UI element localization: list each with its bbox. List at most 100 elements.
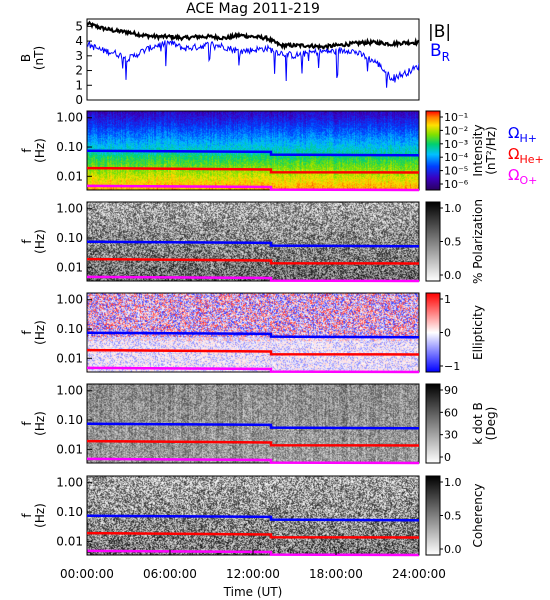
colorbar-tick-label: 0 [444,327,451,340]
colorbar-tick-label: 1.0 [444,202,462,215]
k-dot-b-panel: 1.00 0.10 0.01 f (Hz) 90 60 30 0 k dot B (Deg) [20,383,498,465]
he-plus-gyro-line [86,348,420,356]
colorbar [425,383,441,464]
y-axis-unit: (Hz) [33,229,47,254]
y-tick-label: 0.01 [56,260,83,274]
coherency-panel: 1.00 0.10 0.01 f (Hz) 1.0 0.5 0.0 Coherency [20,475,485,557]
y-axis-label: B [19,54,33,62]
legend-h-plus: ΩH+ [508,124,537,145]
o-plus-gyro-line [86,184,420,192]
colorbar [425,201,441,282]
x-axis-ticks: 00:00:00 06:00:00 12:00:00 18:00:00 24:00:00 [60,550,446,581]
colorbar-label: % Polarization [471,199,485,284]
x-axis-label: Time (UT) [223,585,283,599]
colorbar-label: Coherency [471,483,485,547]
y-tick-label: 0.01 [56,169,83,183]
y-axis-unit: (Hz) [33,503,47,528]
colorbar-label: Intensity [471,124,485,176]
y-tick-label: 0.10 [56,322,83,336]
colorbar-label: k dot B [471,402,485,444]
colorbar-tick-label: 30 [444,429,458,442]
colorbar [425,475,441,556]
y-tick-label: 1.00 [56,384,83,398]
y-tick-label: 1.00 [56,111,83,125]
x-tick-label: 24:00:00 [392,567,446,581]
he-plus-gyro-line [86,531,420,539]
colorbar-tick-label: 1 [444,293,451,306]
y-tick-label: 0 [75,93,83,107]
legend-o-plus: ΩO+ [508,166,537,187]
legend-btotal: |B| [428,22,451,42]
series-btotal-line [87,20,419,51]
colorbar-unit: (nT²/Hz) [484,126,498,174]
colorbar-tick-label: 0.5 [444,236,462,249]
colorbar-unit: (Deg) [484,407,498,441]
y-axis-label: f [20,513,34,518]
y-axis-label: f [20,421,34,426]
y-tick-label: 1.00 [56,202,83,216]
ellipticity-panel: 1.00 0.10 0.01 f (Hz) 1 0 −1 Ellipticity [20,292,485,374]
legend-br: BR [430,41,450,64]
y-tick-label: 0.10 [56,505,83,519]
x-tick-label: 06:00:00 [143,567,197,581]
chart-title: ACE Mag 2011-219 [186,1,320,17]
y-tick-label: 0.01 [56,351,83,365]
o-plus-gyro-line [86,549,420,557]
colorbar-label: Ellipticity [471,305,485,360]
y-axis-label: f [20,330,34,335]
colorbar-tick-label: 10⁻² [444,124,468,137]
y-axis-unit: (Hz) [33,138,47,163]
y-tick-label: 0.10 [56,140,83,154]
y-tick-label: 4 [75,34,83,48]
colorbar [425,110,441,191]
plot-frame [86,292,420,373]
colorbar-tick-label: 10⁻³ [444,138,468,151]
colorbar-tick-label: 0 [444,451,451,464]
y-tick-label: 1 [75,78,83,92]
colorbar-tick-label: 0.0 [444,269,462,282]
y-tick-label: 0.01 [56,534,83,548]
plot-frame [86,201,420,282]
y-axis-label: f [20,239,34,244]
colorbar [425,292,441,373]
x-tick-label: 00:00:00 [60,567,114,581]
power-spectrum-panel: 1.00 0.10 0.01 f (Hz) 10⁻¹10⁻²10⁻³10⁻⁴10⁻⁵10⁻… [20,110,498,192]
polarization-panel: 1.00 0.10 0.01 f (Hz) 1.0 0.5 0.0 % Polarization [20,199,485,284]
he-plus-gyro-line [86,439,420,447]
y-tick-label: 0.10 [56,413,83,427]
o-plus-gyro-line [86,366,420,374]
colorbar-tick-label: 10⁻⁴ [444,151,469,164]
colorbar-tick-label: −1 [444,360,460,373]
y-tick-label: 2 [75,64,83,78]
h-plus-gyro-line [86,422,420,430]
h-plus-gyro-line [86,331,420,339]
legend-he-plus: ΩHe+ [508,145,544,166]
y-axis-unit: (Hz) [33,320,47,345]
y-tick-label: 5 [75,19,83,33]
colorbar-tick-label: 10⁻⁶ [444,178,469,191]
plot-frame [86,383,420,464]
x-tick-label: 18:00:00 [309,567,363,581]
plot-frame [86,18,420,101]
colorbar-tick-label: 10⁻⁵ [444,165,468,178]
colorbar-tick-label: 0.5 [444,510,462,523]
y-tick-label: 0.01 [56,442,83,456]
colorbar-tick-label: 90 [444,384,458,397]
colorbar-tick-label: 0.0 [444,543,462,556]
y-tick-label: 1.00 [56,293,83,307]
colorbar-tick-label: 60 [444,406,458,419]
h-plus-gyro-line [86,149,420,157]
y-axis-unit: (nT) [32,46,46,70]
o-plus-gyro-line [86,275,420,283]
colorbar-tick-label: 1.0 [444,476,462,489]
he-plus-gyro-line [86,257,420,265]
he-plus-gyro-line [86,166,420,174]
o-plus-gyro-line [86,457,420,465]
series-br-line [87,40,419,88]
y-tick-label: 0.10 [56,231,83,245]
y-axis-unit: (Hz) [33,411,47,436]
y-axis-label: f [20,148,34,153]
y-tick-label: 1.00 [56,476,83,490]
